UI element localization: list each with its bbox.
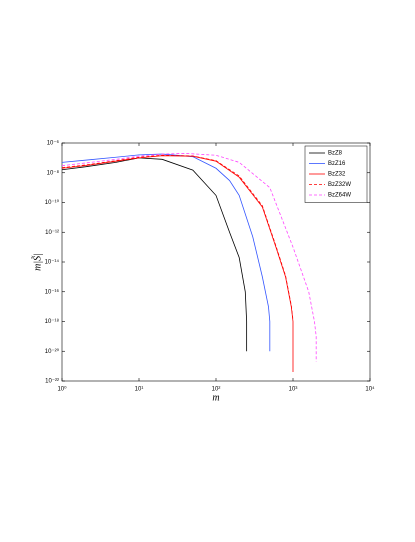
x-tick-label: 10² (212, 387, 221, 393)
x-tick-label: 10³ (289, 387, 298, 393)
series-line (61, 154, 294, 321)
series-line (61, 157, 248, 352)
y-tick-label: 10⁻¹⁴ (45, 259, 60, 266)
y-tick-label: 10⁻¹² (45, 230, 59, 236)
x-axis-label: m (212, 392, 219, 403)
series-line (61, 153, 271, 352)
y-tick-label: 10⁻²² (45, 379, 59, 385)
legend-label: BzZ32 (328, 172, 346, 178)
y-tick-label: 10⁻¹⁸ (45, 318, 60, 325)
x-tick-label: 10⁰ (57, 386, 67, 393)
y-tick-label: 10⁻⁶ (47, 140, 60, 147)
x-tick-label: 10⁴ (365, 386, 375, 393)
y-axis-label: m|S̃| (31, 253, 44, 271)
legend-label: BzZ32W (328, 182, 351, 188)
y-tick-label: 10⁻¹⁶ (45, 288, 60, 295)
y-tick-label: 10⁻¹⁰ (45, 199, 60, 206)
series-line (61, 155, 294, 373)
legend-label: BzZ16 (328, 161, 346, 167)
y-tick-label: 10⁻²⁰ (45, 348, 60, 355)
y-tick-label: 10⁻⁸ (47, 169, 60, 176)
series-line (61, 152, 317, 362)
x-tick-label: 10¹ (135, 387, 144, 393)
legend-label: BzZ64W (328, 193, 351, 199)
legend-label: BzZ8 (328, 151, 343, 157)
